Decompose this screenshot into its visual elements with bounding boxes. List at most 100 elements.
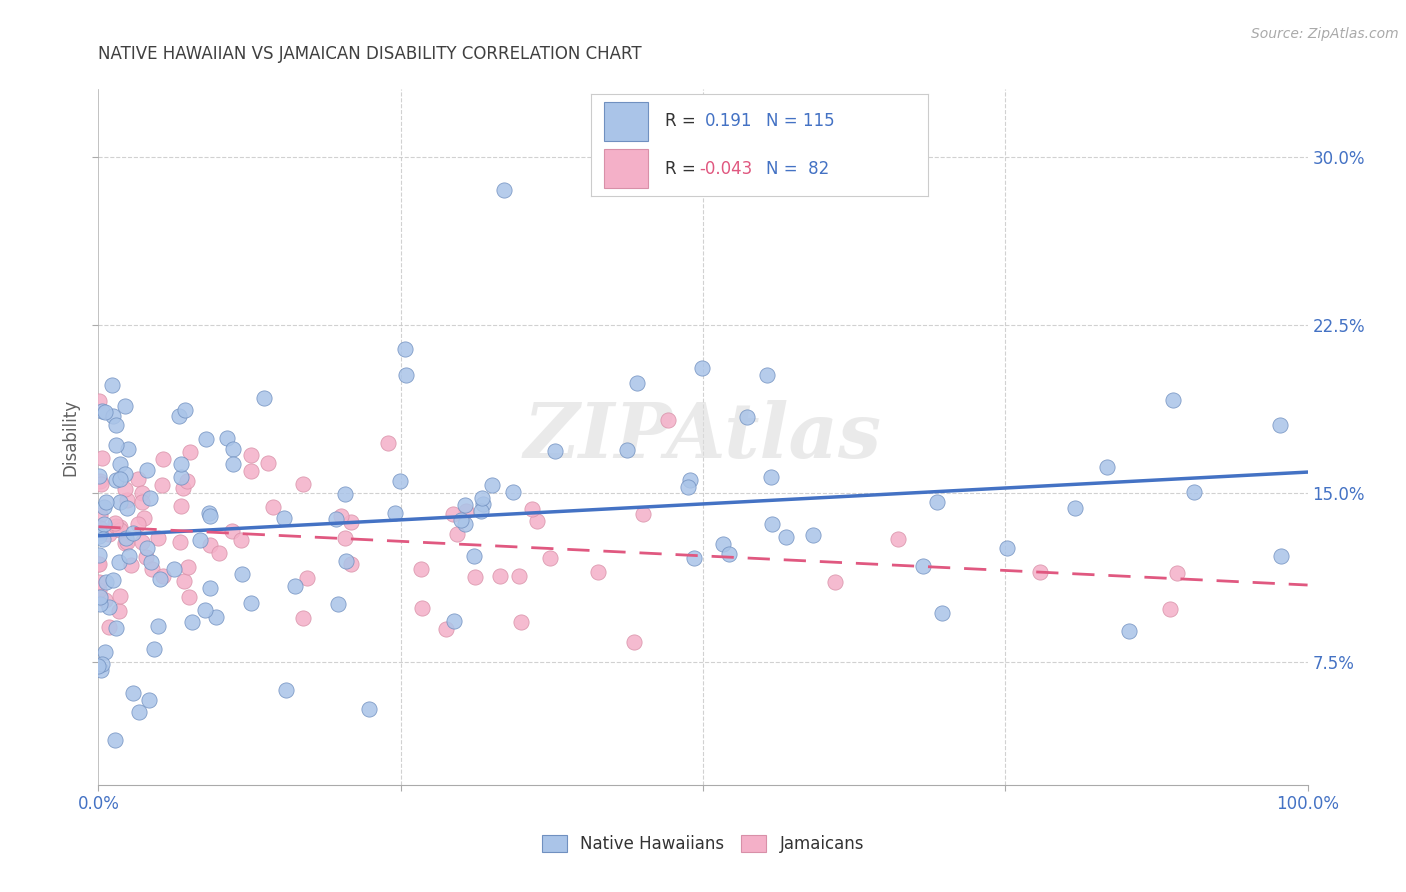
Point: [221, 442, 243, 457]
Point: [623, 635, 645, 649]
Point: [262, 500, 284, 514]
Point: [409, 562, 432, 576]
Point: [801, 527, 824, 541]
Point: [509, 615, 531, 629]
Point: [170, 470, 193, 484]
Point: [997, 541, 1019, 556]
Point: [128, 705, 150, 719]
Point: [115, 501, 138, 516]
Point: [135, 550, 157, 565]
Point: [231, 567, 253, 582]
Point: [508, 568, 530, 582]
Point: [678, 480, 700, 494]
Point: [110, 495, 132, 509]
Point: [470, 503, 492, 517]
Point: [89, 590, 111, 604]
Point: [333, 531, 356, 545]
Text: R =: R =: [665, 112, 696, 130]
Point: [104, 418, 127, 433]
Point: [90, 657, 112, 671]
Point: [87, 659, 110, 673]
Point: [122, 525, 145, 540]
Point: [150, 478, 173, 492]
Point: [718, 547, 741, 561]
Point: [631, 507, 654, 521]
Point: [167, 409, 190, 424]
Point: [114, 483, 136, 497]
Point: [544, 444, 567, 458]
Point: [1029, 565, 1052, 579]
Point: [626, 376, 648, 391]
Point: [173, 574, 195, 589]
Point: [911, 559, 934, 574]
Point: [198, 538, 221, 552]
Point: [108, 472, 131, 486]
Point: [90, 404, 112, 418]
Point: [377, 435, 399, 450]
Point: [172, 481, 194, 495]
Point: [141, 562, 163, 576]
Text: Source: ZipAtlas.com: Source: ZipAtlas.com: [1251, 27, 1399, 41]
Point: [101, 409, 124, 424]
Point: [464, 570, 486, 584]
Point: [198, 506, 221, 520]
Point: [117, 534, 139, 549]
Point: [146, 532, 169, 546]
Point: [104, 621, 127, 635]
Point: [291, 610, 314, 624]
Point: [711, 537, 734, 551]
Point: [108, 520, 131, 534]
Point: [411, 600, 433, 615]
Point: [761, 517, 783, 532]
Point: [284, 578, 307, 592]
Point: [105, 437, 128, 451]
Point: [91, 532, 114, 546]
Point: [1182, 485, 1205, 500]
Point: [179, 445, 201, 459]
Point: [335, 486, 357, 500]
Point: [679, 473, 702, 487]
Point: [138, 693, 160, 707]
Point: [735, 410, 758, 425]
Point: [616, 442, 638, 457]
Point: [94, 405, 117, 419]
Point: [108, 589, 131, 603]
Point: [108, 555, 131, 569]
Point: [115, 492, 138, 507]
Text: ZIPAtlas: ZIPAtlas: [524, 401, 882, 474]
Point: [90, 450, 112, 465]
Y-axis label: Disability: Disability: [62, 399, 80, 475]
Point: [1166, 566, 1188, 580]
Point: [454, 516, 477, 531]
Text: -0.043: -0.043: [699, 160, 752, 178]
Point: [330, 508, 353, 523]
Point: [127, 517, 149, 532]
Point: [292, 476, 315, 491]
Point: [450, 512, 472, 526]
Point: [132, 511, 155, 525]
Text: N = 115: N = 115: [766, 112, 835, 130]
Point: [117, 442, 139, 456]
Point: [89, 529, 111, 543]
Point: [931, 606, 953, 620]
Point: [89, 663, 111, 677]
Point: [90, 476, 112, 491]
Point: [1270, 417, 1292, 432]
Point: [222, 457, 245, 471]
Point: [434, 622, 457, 636]
Point: [394, 342, 416, 356]
Point: [200, 509, 222, 524]
Point: [454, 498, 477, 512]
Point: [170, 457, 193, 471]
Point: [1159, 601, 1181, 615]
Point: [273, 511, 295, 525]
Point: [152, 451, 174, 466]
Point: [173, 402, 195, 417]
Point: [170, 499, 193, 513]
Point: [325, 512, 347, 526]
Point: [340, 515, 363, 529]
Point: [110, 523, 132, 537]
Point: [89, 574, 111, 589]
Point: [181, 615, 204, 629]
Point: [122, 686, 145, 700]
